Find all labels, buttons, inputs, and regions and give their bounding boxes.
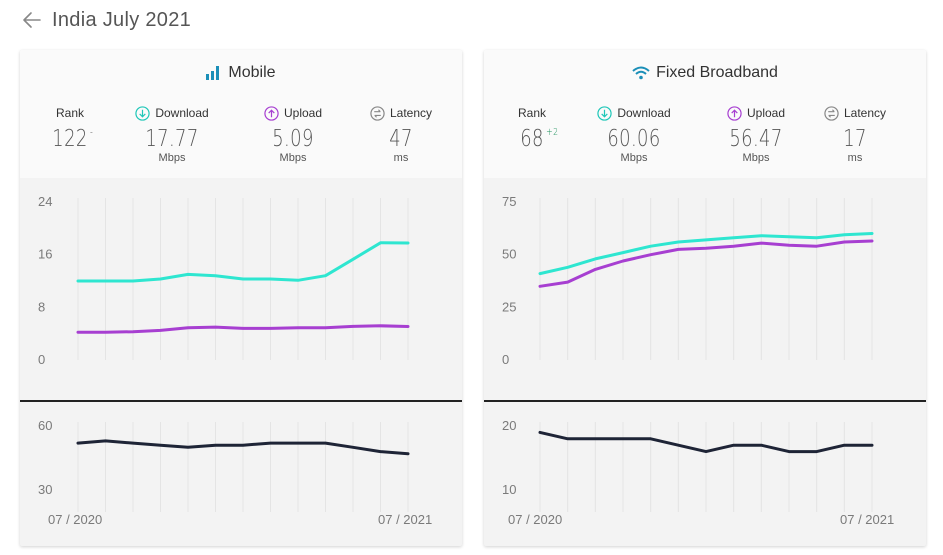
latency-icon xyxy=(824,105,839,121)
latency-label: Latency xyxy=(389,106,433,120)
fixed-summary: Fixed Broadband Rank 68 +2 Download 60.06… xyxy=(484,50,926,178)
download-unit: Mbps xyxy=(158,152,186,164)
upload-label: Upload xyxy=(746,106,786,120)
upload-unit: Mbps xyxy=(742,152,770,164)
mobile-title-text: Mobile xyxy=(228,64,276,81)
y-tick-label: 0 xyxy=(502,352,509,367)
mobile-download: Download 17.77 Mbps xyxy=(120,105,224,164)
rank-label: Rank xyxy=(55,106,84,120)
y-tick-label: 30 xyxy=(38,482,52,497)
latency-value: 17 xyxy=(843,126,867,152)
rank-label: Rank xyxy=(517,106,546,120)
y-tick-label: 8 xyxy=(38,299,45,314)
chart-divider xyxy=(20,400,462,402)
page-header: India July 2021 xyxy=(22,6,191,34)
latency-unit: ms xyxy=(393,152,409,164)
rank-delta: +2 xyxy=(546,127,559,138)
rank-value: 122 xyxy=(52,126,88,152)
y-tick-label: 25 xyxy=(502,299,516,314)
y-tick-label: 10 xyxy=(502,482,516,497)
y-tick-label: 16 xyxy=(38,247,52,262)
x-start-label: 07 / 2020 xyxy=(48,512,103,527)
fixed-rank: Rank 68 +2 xyxy=(504,105,560,151)
fixed-upload: Upload 56.47 Mbps xyxy=(706,105,806,164)
download-value: 17.77 xyxy=(145,126,199,152)
latency-unit: ms xyxy=(847,152,863,164)
download-value: 60.06 xyxy=(607,126,661,152)
upload-icon xyxy=(727,105,742,121)
chart-divider xyxy=(484,400,926,402)
y-tick-label: 0 xyxy=(38,352,45,367)
upload-icon xyxy=(264,105,279,121)
download-series-line xyxy=(538,232,874,276)
rank-value: 68 xyxy=(520,126,544,152)
upload-value: 5.09 xyxy=(272,126,314,152)
mobile-panel: Mobile Rank 122- Download 17.77 Mbps xyxy=(20,50,462,546)
download-label: Download xyxy=(617,106,671,120)
upload-label: Upload xyxy=(283,106,323,120)
page-title: India July 2021 xyxy=(52,8,192,31)
mobile-rank: Rank 122- xyxy=(42,105,98,151)
download-icon xyxy=(597,105,612,121)
x-end-label: 07 / 2021 xyxy=(378,512,433,527)
upload-value: 56.47 xyxy=(729,126,783,152)
fixed-latency-chart: 01020 xyxy=(502,418,874,512)
mobile-speed-chart: 0 8 16 24 xyxy=(38,194,410,367)
latency-icon xyxy=(370,105,385,121)
mobile-summary: Mobile Rank 122- Download 17.77 Mbps xyxy=(20,50,462,178)
mobile-latency: Latency 47 ms xyxy=(356,105,446,164)
back-arrow-icon[interactable] xyxy=(22,10,42,30)
mobile-latency-chart: 03060 xyxy=(38,418,410,512)
upload-unit: Mbps xyxy=(279,152,307,164)
latency-series-line xyxy=(538,430,874,454)
y-tick-label: 50 xyxy=(502,247,516,262)
download-series-line xyxy=(76,241,410,283)
y-tick-label: 20 xyxy=(502,418,516,433)
fixed-broadband-panel: Fixed Broadband Rank 68 +2 Download 60.06… xyxy=(484,50,926,546)
latency-value: 47 xyxy=(389,126,413,152)
fixed-download: Download 60.06 Mbps xyxy=(582,105,686,164)
mobile-panel-title: Mobile xyxy=(20,64,462,82)
fixed-speed-chart: 0 25 50 75 xyxy=(502,194,874,367)
download-icon xyxy=(135,105,150,121)
upload-series-line xyxy=(538,239,874,288)
rank-delta: - xyxy=(90,127,94,138)
wifi-icon xyxy=(632,66,650,80)
y-tick-label: 60 xyxy=(38,418,52,433)
upload-series-line xyxy=(76,324,410,334)
y-tick-label: 24 xyxy=(38,194,52,209)
x-start-label: 07 / 2020 xyxy=(508,512,563,527)
y-tick-label: 75 xyxy=(502,194,516,209)
latency-series-line xyxy=(76,439,410,456)
fixed-latency: Latency 17 ms xyxy=(810,105,900,164)
signal-bars-icon xyxy=(206,66,220,80)
latency-label: Latency xyxy=(843,106,887,120)
fixed-panel-title: Fixed Broadband xyxy=(484,64,926,82)
x-end-label: 07 / 2021 xyxy=(840,512,895,527)
fixed-title-text: Fixed Broadband xyxy=(656,64,778,81)
download-unit: Mbps xyxy=(620,152,648,164)
download-label: Download xyxy=(155,106,209,120)
mobile-upload: Upload 5.09 Mbps xyxy=(248,105,338,164)
